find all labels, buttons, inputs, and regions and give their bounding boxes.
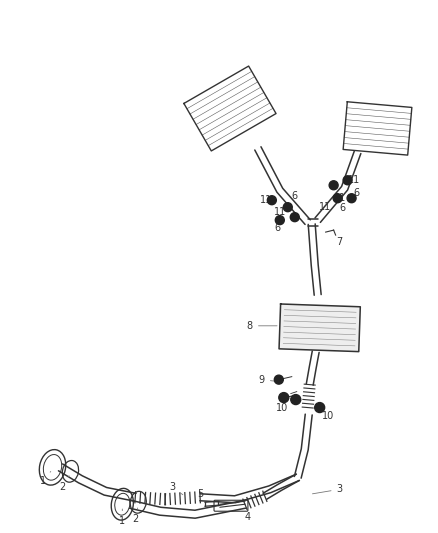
Polygon shape xyxy=(279,304,360,352)
Text: 11: 11 xyxy=(260,195,272,205)
Text: 8: 8 xyxy=(247,321,277,331)
Text: 2: 2 xyxy=(60,476,69,492)
Text: 7: 7 xyxy=(336,237,343,247)
Circle shape xyxy=(343,176,352,185)
Text: 6: 6 xyxy=(275,223,281,233)
Circle shape xyxy=(314,402,325,413)
Circle shape xyxy=(290,213,299,222)
Text: 5: 5 xyxy=(197,489,203,499)
Text: 6: 6 xyxy=(292,191,298,201)
Circle shape xyxy=(347,193,356,203)
Text: 2: 2 xyxy=(132,508,138,524)
Circle shape xyxy=(279,393,289,402)
Text: 1: 1 xyxy=(119,509,125,526)
Text: 3: 3 xyxy=(312,484,343,494)
Text: 11: 11 xyxy=(318,202,331,212)
Text: 10: 10 xyxy=(276,402,288,413)
Text: 6: 6 xyxy=(353,188,360,198)
Circle shape xyxy=(267,196,276,205)
Text: 4: 4 xyxy=(245,512,251,522)
Circle shape xyxy=(333,193,342,203)
Circle shape xyxy=(283,203,292,212)
Text: 10: 10 xyxy=(321,410,334,421)
Circle shape xyxy=(291,394,301,405)
Text: 11: 11 xyxy=(349,175,361,185)
Text: 11: 11 xyxy=(333,193,346,203)
Text: 6: 6 xyxy=(339,203,346,213)
Text: 9: 9 xyxy=(259,375,276,385)
Text: 11: 11 xyxy=(274,207,286,217)
Text: 3: 3 xyxy=(169,482,183,495)
Circle shape xyxy=(274,375,283,384)
Circle shape xyxy=(329,181,338,190)
Circle shape xyxy=(276,216,284,224)
Text: 1: 1 xyxy=(39,472,51,486)
